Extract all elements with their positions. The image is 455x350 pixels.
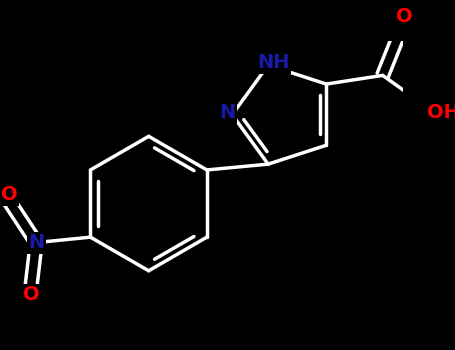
Text: O: O <box>1 186 17 204</box>
Text: NH: NH <box>257 54 290 72</box>
Text: N: N <box>220 103 236 122</box>
Text: OH: OH <box>427 103 455 122</box>
Text: N: N <box>28 233 45 252</box>
Text: O: O <box>396 7 413 26</box>
Text: O: O <box>22 285 39 304</box>
